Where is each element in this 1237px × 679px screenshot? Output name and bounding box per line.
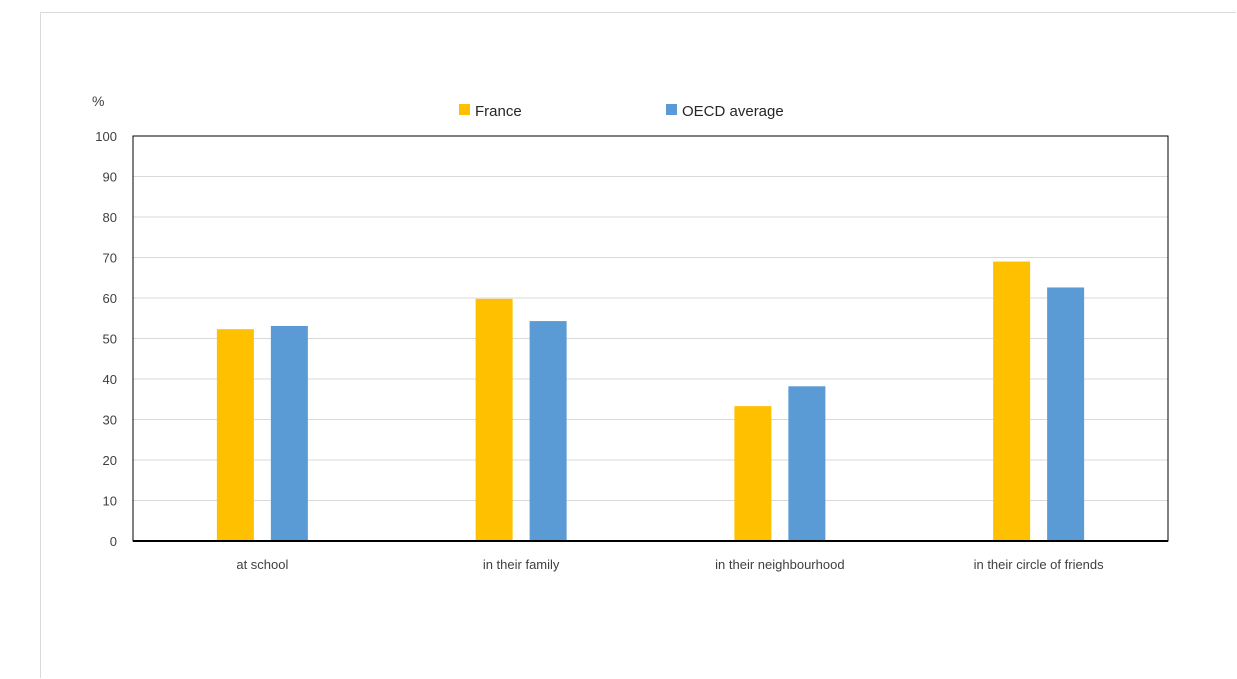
bar-france: [475, 298, 513, 541]
y-tick-label: 70: [103, 251, 117, 266]
y-tick-label: 10: [103, 494, 117, 509]
y-tick-label: 50: [103, 332, 117, 347]
legend-label: OECD average: [682, 103, 784, 120]
legend-swatch: [459, 104, 470, 115]
bar-france: [216, 329, 254, 541]
y-tick-label: 60: [103, 291, 117, 306]
bar-france: [734, 406, 772, 541]
x-category-label: in their circle of friends: [974, 557, 1105, 572]
x-axis-labels: at school in their family in their neighbo…: [236, 557, 1104, 572]
bar-oecd-average: [788, 386, 826, 541]
y-tick-label: 90: [103, 170, 117, 185]
y-axis-unit: %: [92, 93, 104, 109]
y-tick-label: 20: [103, 453, 117, 468]
y-tick-label: 0: [110, 534, 117, 549]
bar-france: [993, 261, 1031, 541]
x-category-label: in their neighbourhood: [715, 557, 844, 572]
legend: France OECD average: [459, 103, 784, 120]
bar-oecd-average: [270, 325, 308, 541]
y-tick-label: 100: [95, 129, 117, 144]
legend-label: France: [475, 103, 522, 120]
y-tick-label: 40: [103, 372, 117, 387]
bar-oecd-average: [529, 321, 567, 541]
x-category-label: at school: [236, 557, 288, 572]
bars: [216, 261, 1085, 541]
y-axis-ticks: 0 10 20 30 40 50 60 70 80 90 100: [95, 129, 117, 549]
x-category-label: in their family: [483, 557, 560, 572]
y-tick-label: 80: [103, 210, 117, 225]
chart-frame: [40, 12, 1236, 678]
legend-swatch: [666, 104, 677, 115]
y-tick-label: 30: [103, 413, 117, 428]
bar-oecd-average: [1047, 287, 1085, 541]
